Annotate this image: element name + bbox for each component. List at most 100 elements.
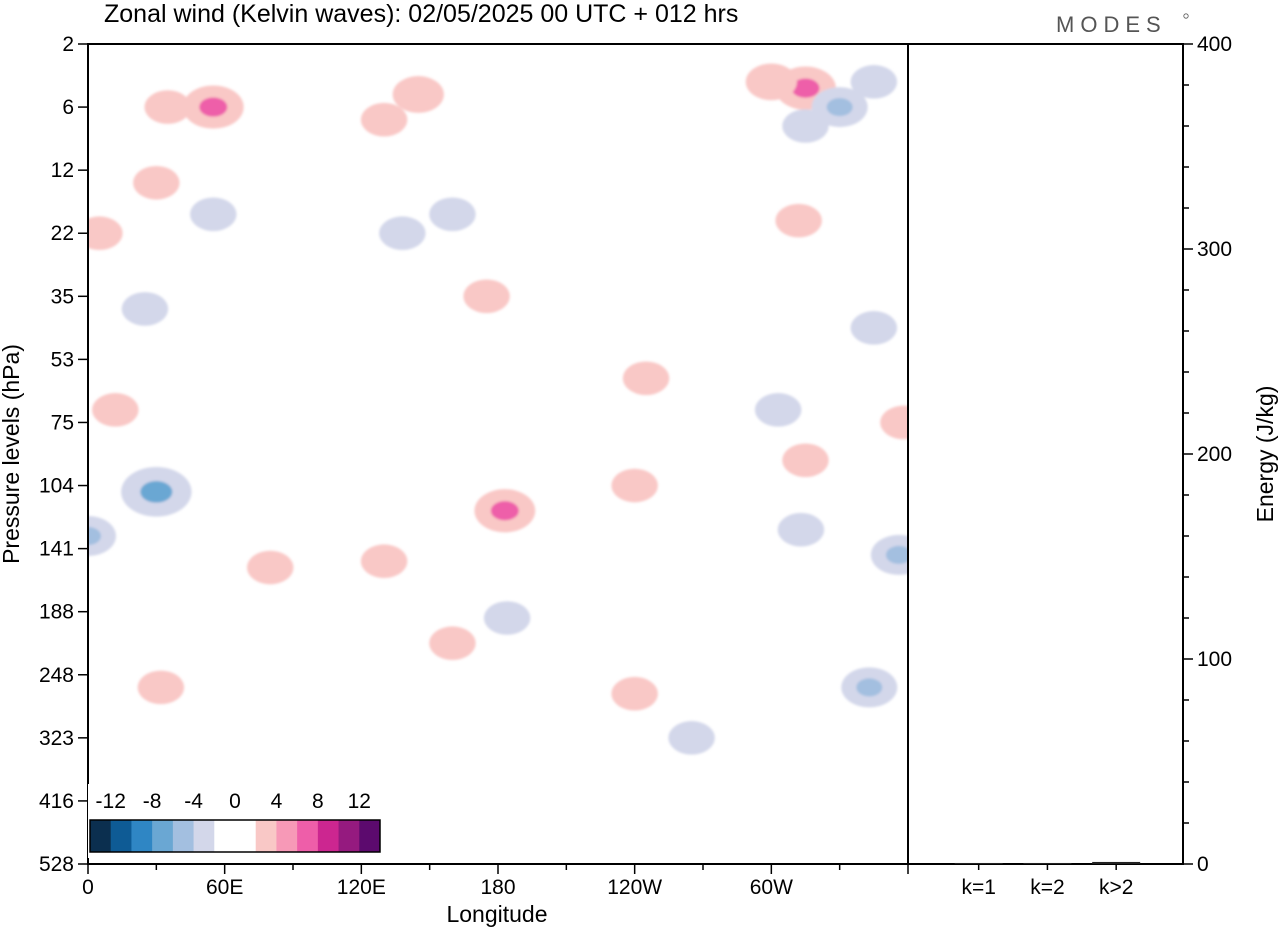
colorbar-swatch — [214, 820, 236, 852]
y-axis: 2 6 12 22 35 53 75 104 141 188 248 323 416 528 — [39, 33, 88, 876]
y-axis-label: Pressure levels (hPa) — [0, 344, 24, 564]
energy-tick-label: 300 — [1197, 238, 1232, 261]
wind-anomaly-negative-13 — [379, 216, 426, 251]
energy-bar-2 — [1023, 862, 1072, 864]
x-tick-label: 60E — [206, 876, 243, 899]
y-tick-label: 53 — [51, 348, 74, 371]
wind-anomaly-positive-1 — [745, 63, 797, 101]
wind-anomaly-positive-20 — [92, 393, 139, 427]
wind-anomaly-core-5 — [199, 97, 228, 117]
y-tick-label: 141 — [39, 538, 74, 561]
wind-anomaly-positive-12 — [392, 76, 444, 113]
wind-anomaly-core-23 — [490, 501, 519, 521]
energy-category-label: k=2 — [1030, 876, 1064, 899]
energy-bars: k=1 k=2 k>2 — [954, 861, 1141, 899]
wind-anomaly-negative-33 — [668, 721, 715, 755]
colorbar-swatch — [338, 820, 360, 852]
energy-category-label: k>2 — [1099, 876, 1133, 899]
wind-anomaly-negative-9 — [190, 197, 237, 232]
wind-anomaly-positive-17 — [622, 361, 670, 396]
colorbar-label: 8 — [312, 790, 324, 813]
wind-anomaly-positive-28 — [880, 405, 908, 440]
energy-tick-label: 0 — [1197, 853, 1209, 876]
x-tick-label: 180 — [480, 876, 515, 899]
wind-anomaly-positive-8 — [133, 165, 180, 200]
wind-anomaly-positive-6 — [144, 90, 191, 124]
wind-anomaly-negative-19 — [850, 311, 898, 345]
x-axis-label: Longitude — [446, 901, 547, 927]
colorbar-swatch — [255, 820, 277, 852]
wind-anomaly-positive-15 — [463, 279, 510, 314]
wind-anomaly-core-2 — [826, 98, 853, 117]
wind-anomaly-positive-16 — [775, 203, 822, 238]
wind-anomaly-core-22 — [88, 527, 101, 545]
wind-anomaly-negative-14 — [429, 197, 476, 232]
colorbar-label: -12 — [96, 790, 126, 813]
y-tick-label: 12 — [51, 159, 74, 182]
colorbar-swatch — [276, 820, 298, 852]
wind-anomaly-positive-7 — [88, 216, 123, 251]
wind-contours — [88, 63, 908, 755]
colorbar-label: 4 — [271, 790, 283, 813]
wind-anomaly-core-31 — [856, 678, 883, 697]
colorbar-swatch — [317, 820, 340, 852]
colorbar-swatch — [152, 820, 174, 852]
colorbar-label: -8 — [143, 790, 162, 813]
x-axis: 0 60E 120E 180 120W 60W — [82, 864, 909, 899]
y-tick-label: 104 — [39, 475, 74, 498]
wind-anomaly-core-21 — [140, 481, 173, 503]
x-tick-label: 120E — [337, 876, 386, 899]
energy-axis: 0 100 200 300 400 — [1183, 33, 1232, 876]
wind-anomaly-negative-34 — [483, 601, 531, 635]
energy-axis-label: Energy (J/kg) — [1252, 386, 1278, 523]
colorbar-label: 0 — [229, 790, 241, 813]
energy-tick-label: 100 — [1197, 648, 1232, 671]
colorbar-swatch — [131, 820, 153, 852]
y-tick-label: 416 — [39, 790, 74, 813]
colorbar-swatch — [235, 820, 257, 852]
colorbar-swatch — [359, 820, 381, 852]
wind-anomaly-positive-35 — [137, 670, 185, 705]
y-tick-label: 35 — [51, 285, 74, 308]
energy-frame — [907, 43, 1184, 865]
colorbar-swatch — [110, 820, 132, 852]
colorbar-label: 12 — [348, 790, 371, 813]
y-tick-label: 248 — [39, 664, 74, 687]
colorbar: -12 -8 -4 0 4 8 12 — [88, 784, 382, 858]
y-tick-label: 75 — [51, 411, 74, 434]
energy-bar-1 — [954, 862, 1003, 864]
colorbar-label: -4 — [184, 790, 203, 813]
modes-logo: MODES — [1056, 12, 1167, 37]
wind-anomaly-negative-22 — [88, 516, 116, 556]
registered-mark-icon — [1183, 13, 1189, 19]
wind-anomaly-negative-18 — [754, 393, 802, 427]
colorbar-swatch — [172, 820, 195, 852]
wind-anomaly-negative-10 — [121, 292, 169, 326]
colorbar-swatch — [193, 820, 215, 852]
y-tick-label: 6 — [62, 96, 74, 119]
colorbar-swatch — [297, 820, 319, 852]
wind-anomaly-positive-25 — [360, 544, 408, 579]
y-tick-label: 323 — [39, 727, 74, 750]
x-tick-label: 120W — [607, 876, 662, 899]
colorbar-swatch — [90, 820, 112, 852]
energy-category-label: k=1 — [961, 876, 995, 899]
wind-anomaly-positive-36 — [247, 550, 294, 585]
wind-anomaly-core-0 — [791, 78, 820, 98]
x-tick-label: 0 — [82, 876, 94, 899]
wind-anomaly-positive-24 — [429, 626, 476, 661]
x-tick-label: 60W — [750, 876, 793, 899]
wind-anomaly-negative-29 — [777, 512, 825, 547]
chart-title: Zonal wind (Kelvin waves): 02/05/2025 00… — [104, 0, 738, 28]
wind-anomaly-positive-11 — [360, 102, 408, 137]
y-tick-label: 2 — [62, 33, 74, 56]
wind-anomaly-negative-3 — [782, 109, 829, 143]
y-tick-label: 22 — [51, 222, 74, 245]
wind-anomaly-positive-27 — [782, 443, 829, 478]
wind-anomaly-positive-26 — [611, 468, 658, 503]
wind-anomaly-negative-4 — [850, 65, 898, 99]
wind-anomaly-core-30 — [885, 545, 908, 564]
wind-anomaly-positive-32 — [611, 676, 658, 711]
y-tick-label: 188 — [39, 601, 74, 624]
